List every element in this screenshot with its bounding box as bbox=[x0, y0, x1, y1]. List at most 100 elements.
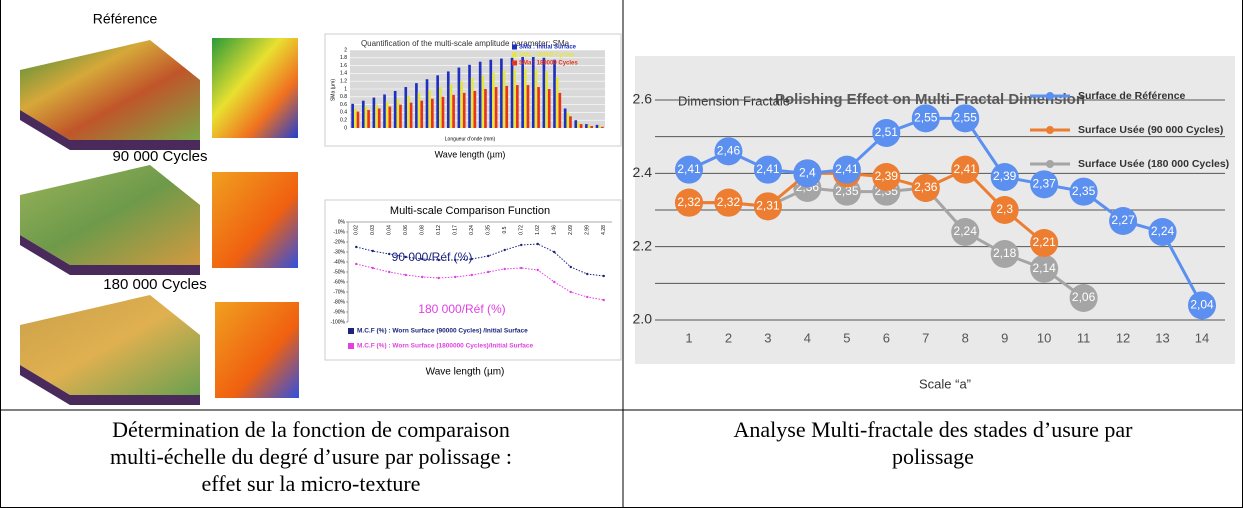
bar bbox=[407, 96, 410, 128]
line bbox=[356, 263, 604, 301]
bar bbox=[484, 89, 487, 128]
y-tick-label: -40% bbox=[333, 259, 345, 265]
bar bbox=[388, 106, 392, 128]
bar bbox=[425, 79, 429, 128]
x-caption: Wave length (µm) bbox=[435, 149, 506, 159]
bar bbox=[375, 104, 378, 128]
bar bbox=[353, 108, 357, 128]
point bbox=[355, 245, 358, 249]
bar bbox=[563, 108, 567, 128]
bar bbox=[468, 64, 471, 128]
legend-label: SMa : 90000 Cycles bbox=[519, 53, 575, 59]
x-axis-label: Longueur d'onde (mm) bbox=[445, 136, 496, 142]
x-tick-label: 2.99 bbox=[585, 225, 591, 235]
point bbox=[454, 275, 457, 279]
annotation: 180 000/Réf (%) bbox=[418, 302, 505, 316]
x-tick-label: 3 bbox=[764, 330, 771, 345]
point bbox=[487, 254, 490, 258]
value-label: 2,36 bbox=[914, 180, 938, 194]
bar bbox=[577, 122, 580, 128]
value-label: 2,37 bbox=[1032, 177, 1056, 191]
point bbox=[553, 280, 556, 284]
line bbox=[356, 243, 604, 277]
line bbox=[689, 167, 1046, 245]
bar bbox=[470, 78, 474, 128]
point bbox=[536, 242, 539, 246]
point bbox=[388, 270, 391, 274]
legend-swatch bbox=[348, 343, 354, 349]
y-tick-label: -10% bbox=[333, 229, 345, 235]
chart-title: Multi-scale Comparison Function bbox=[390, 205, 550, 217]
x-tick-label: 2.09 bbox=[568, 225, 574, 235]
bar bbox=[531, 57, 535, 128]
y-tick-label: 0.2 bbox=[340, 118, 347, 124]
value-label: 2,39 bbox=[875, 169, 899, 183]
bar bbox=[505, 85, 509, 128]
value-label: 2,24 bbox=[1151, 224, 1175, 238]
point bbox=[553, 250, 556, 254]
bar bbox=[446, 71, 450, 128]
value-label: 2,39 bbox=[993, 169, 1017, 183]
value-label: 2,4 bbox=[799, 166, 816, 180]
bar bbox=[489, 59, 493, 128]
point bbox=[714, 137, 743, 166]
bar bbox=[537, 87, 540, 128]
legend-marker bbox=[1046, 160, 1054, 168]
y-tick-label: -90% bbox=[333, 309, 345, 315]
x-tick-label: 0.35 bbox=[486, 225, 492, 235]
bar bbox=[500, 58, 503, 128]
caption: effet sur la micro-texture bbox=[202, 471, 421, 496]
point bbox=[421, 275, 424, 279]
legend-marker bbox=[1046, 126, 1054, 134]
value-label: 2,21 bbox=[1032, 235, 1056, 249]
value-label: 2,35 bbox=[835, 184, 859, 198]
value-label: 2,31 bbox=[756, 199, 780, 213]
point bbox=[355, 262, 358, 266]
bar bbox=[473, 90, 477, 128]
y-tick-label: 1.4 bbox=[340, 71, 347, 77]
y-tick-label: 2.2 bbox=[633, 237, 653, 253]
point bbox=[437, 258, 440, 262]
bar bbox=[587, 124, 591, 128]
bar bbox=[409, 102, 413, 128]
x-tick-label: 0.12 bbox=[436, 225, 442, 235]
bar bbox=[558, 92, 562, 128]
bar bbox=[481, 75, 485, 128]
y-tick-label: 2 bbox=[344, 47, 347, 53]
point bbox=[990, 240, 1019, 268]
bar bbox=[428, 89, 432, 128]
point bbox=[675, 155, 703, 184]
bar bbox=[542, 57, 546, 128]
point bbox=[1030, 229, 1059, 257]
y-tick-label: 1.6 bbox=[340, 63, 347, 69]
point bbox=[675, 188, 703, 217]
bar bbox=[595, 124, 599, 128]
x-axis-label: Scale “a” bbox=[919, 376, 971, 391]
value-label: 2,24 bbox=[954, 224, 978, 238]
legend-label: Surface Usée (180 000 Cycles) bbox=[1078, 158, 1229, 170]
y-tick-label: 2.0 bbox=[633, 311, 653, 327]
x-tick-label: 0.08 bbox=[420, 225, 426, 235]
x-tick-label: 0.02 bbox=[354, 225, 360, 235]
bar bbox=[526, 85, 530, 128]
bar bbox=[457, 67, 461, 128]
y-tick-label: 0.8 bbox=[340, 94, 347, 100]
legend-swatch bbox=[512, 44, 517, 50]
bar bbox=[521, 57, 524, 128]
x-tick-label: 7 bbox=[922, 330, 929, 345]
point bbox=[404, 273, 407, 277]
value-label: 2,41 bbox=[756, 162, 780, 176]
x-tick-label: 0.06 bbox=[403, 225, 409, 235]
bar bbox=[494, 87, 498, 128]
point bbox=[911, 104, 940, 133]
y-axis-label: SMa (µm) bbox=[330, 79, 336, 101]
point bbox=[388, 252, 391, 256]
bar bbox=[516, 85, 519, 128]
value-label: 2,55 bbox=[914, 111, 938, 125]
value-label: 2,32 bbox=[717, 195, 741, 209]
x-tick-label: 4.28 bbox=[601, 225, 607, 235]
point bbox=[404, 255, 407, 259]
bar bbox=[547, 89, 551, 128]
point bbox=[951, 155, 980, 184]
bar bbox=[393, 90, 397, 128]
